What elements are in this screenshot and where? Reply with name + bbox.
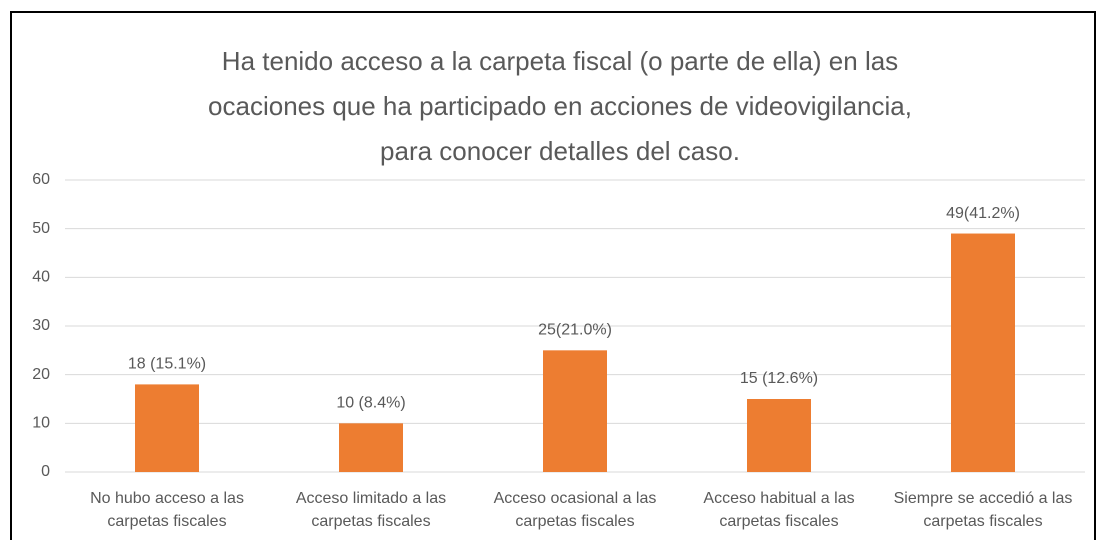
chart-title: Ha tenido acceso a la carpeta fiscal (o …	[222, 46, 898, 76]
y-tick-label: 40	[32, 269, 50, 286]
y-tick-label: 30	[32, 317, 50, 334]
y-tick-label: 60	[32, 171, 50, 188]
data-label: 15 (12.6%)	[740, 370, 818, 387]
y-tick-label: 10	[32, 415, 50, 432]
x-tick-label: Acceso ocasional a las carpetas fiscales	[493, 490, 657, 530]
bar	[339, 423, 403, 472]
data-label: 18 (15.1%)	[128, 356, 206, 373]
data-label: 25(21.0%)	[538, 322, 612, 339]
data-label: 10 (8.4%)	[336, 395, 405, 412]
x-tick-label: Acceso habitual a las carpetas fiscales	[703, 490, 855, 530]
bar	[543, 350, 607, 472]
data-label: 49(41.2%)	[946, 205, 1020, 222]
chart-title: ocaciones que ha participado en acciones…	[208, 91, 912, 121]
x-tick-label: Siempre se accedió a las carpetas fiscal…	[893, 490, 1073, 530]
bar	[747, 399, 811, 472]
x-tick-label: Acceso limitado a las carpetas fiscales	[295, 490, 447, 530]
bar	[135, 384, 199, 472]
chart-border	[10, 11, 1096, 540]
y-tick-label: 0	[41, 463, 50, 480]
x-tick-label: No hubo acceso a las carpetas fiscales	[90, 490, 244, 530]
chart-title: para conocer detalles del caso.	[380, 136, 740, 166]
y-tick-label: 50	[32, 220, 50, 237]
bar	[951, 233, 1015, 472]
y-tick-label: 20	[32, 366, 50, 383]
